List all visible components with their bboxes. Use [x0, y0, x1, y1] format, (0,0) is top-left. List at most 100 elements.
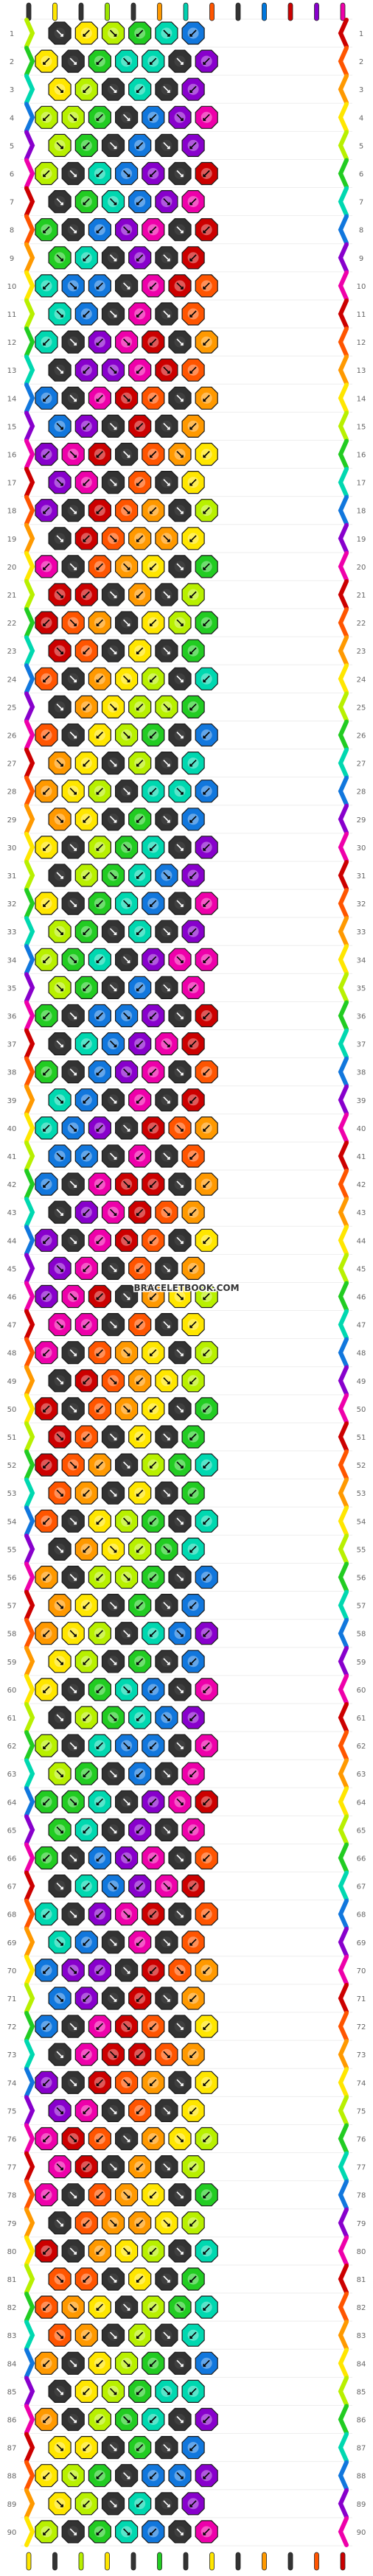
knot: [142, 1116, 165, 1140]
edge-thread: [338, 2404, 349, 2435]
knot-arrow-icon: [203, 1292, 210, 1301]
knot: [61, 1959, 85, 1982]
knot: [101, 639, 125, 662]
edge-thread: [338, 410, 349, 442]
knot: [142, 2520, 165, 2544]
knot: [115, 1734, 139, 1757]
row-number-left: 79: [7, 2220, 17, 2228]
knot: [101, 1088, 125, 1112]
knot-arrow-icon: [150, 2415, 157, 2423]
knot-arrow-icon: [176, 507, 184, 514]
knot: [155, 1481, 178, 1505]
knot-arrow-icon: [189, 29, 197, 37]
knot-arrow-icon: [136, 198, 144, 206]
knot: [88, 611, 111, 634]
row-number-left: 84: [7, 2360, 17, 2368]
knot-arrow-icon: [150, 731, 157, 739]
knot-arrow-icon: [83, 422, 90, 430]
knot-arrow-icon: [163, 29, 170, 37]
knot: [115, 1397, 139, 1421]
knot-arrow-icon: [203, 1854, 210, 1862]
knot: [61, 2127, 85, 2151]
knot: [61, 2183, 85, 2207]
knot-arrow-icon: [83, 310, 90, 318]
edge-thread: [24, 635, 35, 667]
row-number-left: 22: [7, 620, 17, 628]
knot: [88, 2183, 111, 2207]
knot: [155, 1032, 178, 1056]
row-number-left: 45: [7, 1265, 17, 1273]
knot: [142, 667, 165, 690]
knot-arrow-icon: [56, 1433, 63, 1441]
knot: [101, 1144, 125, 1168]
edge-thread: [338, 1898, 349, 1930]
knot-arrow-icon: [123, 1292, 130, 1301]
knot: [61, 1284, 85, 1309]
knot-arrow-icon: [203, 619, 210, 626]
knot-arrow-icon: [123, 2191, 130, 2199]
knot-arrow-icon: [176, 1405, 184, 1413]
edge-thread: [338, 1533, 349, 1565]
knot: [195, 1846, 218, 1870]
knot-arrow-icon: [56, 2444, 63, 2451]
knot-arrow-icon: [43, 731, 50, 739]
knot: [48, 1594, 72, 1617]
edge-thread: [338, 1449, 349, 1481]
knot-arrow-icon: [83, 1826, 90, 1833]
row-number-left: 38: [7, 1069, 17, 1077]
knot: [195, 1903, 218, 1926]
knot-arrow-icon: [189, 1321, 197, 1329]
knot-arrow-icon: [163, 198, 170, 206]
row-number-left: 74: [7, 2079, 17, 2087]
knot-arrow-icon: [163, 1040, 170, 1048]
knot-arrow-icon: [176, 1911, 184, 1918]
knot-arrow-icon: [109, 2387, 117, 2395]
knot: [88, 274, 111, 298]
knot: [101, 2211, 125, 2235]
edge-thread: [24, 1758, 35, 1790]
knot-arrow-icon: [109, 1939, 117, 1946]
edge-thread: [338, 831, 349, 863]
knot: [168, 2015, 192, 2038]
thread-top: [235, 2, 241, 21]
knot: [128, 2436, 152, 2460]
knot: [74, 1088, 98, 1112]
knot-arrow-icon: [150, 1911, 157, 1918]
knot-arrow-icon: [176, 1461, 184, 1469]
knot-arrow-icon: [176, 1798, 184, 1805]
knot-arrow-icon: [56, 1321, 63, 1329]
row-number-right: 53: [357, 1490, 366, 1498]
knot-arrow-icon: [136, 1321, 144, 1329]
knot: [74, 1818, 98, 1841]
edge-thread: [338, 438, 349, 470]
row-number-right: 18: [357, 508, 366, 516]
row-number-right: 25: [357, 704, 366, 712]
row-number-right: 90: [357, 2529, 366, 2537]
row-number-right: 46: [357, 1294, 366, 1302]
knot-arrow-icon: [83, 2051, 90, 2058]
knot-arrow-icon: [189, 1939, 197, 1946]
knot-arrow-icon: [163, 310, 170, 318]
knot-arrow-icon: [56, 1489, 63, 1497]
knot-arrow-icon: [56, 254, 63, 262]
edge-thread: [24, 747, 35, 779]
knot-arrow-icon: [136, 2275, 144, 2283]
knot: [128, 920, 152, 943]
knot: [168, 442, 192, 466]
knot-arrow-icon: [123, 675, 130, 682]
knot: [35, 1004, 58, 1028]
knot-arrow-icon: [83, 1770, 90, 1777]
row-number-left: 23: [7, 648, 17, 656]
knot-arrow-icon: [203, 1573, 210, 1581]
knot: [115, 2071, 139, 2094]
row-number-left: 31: [7, 872, 17, 881]
row-number-right: 77: [357, 2164, 366, 2172]
knot-arrow-icon: [109, 1770, 117, 1777]
row-number-right: 62: [357, 1743, 366, 1751]
knot-arrow-icon: [83, 703, 90, 710]
knot-arrow-icon: [123, 394, 130, 402]
knot-arrow-icon: [203, 2359, 210, 2367]
row-number-right: 22: [357, 620, 366, 628]
knot-arrow-icon: [150, 2359, 157, 2367]
row-number-left: 53: [7, 1490, 17, 1498]
